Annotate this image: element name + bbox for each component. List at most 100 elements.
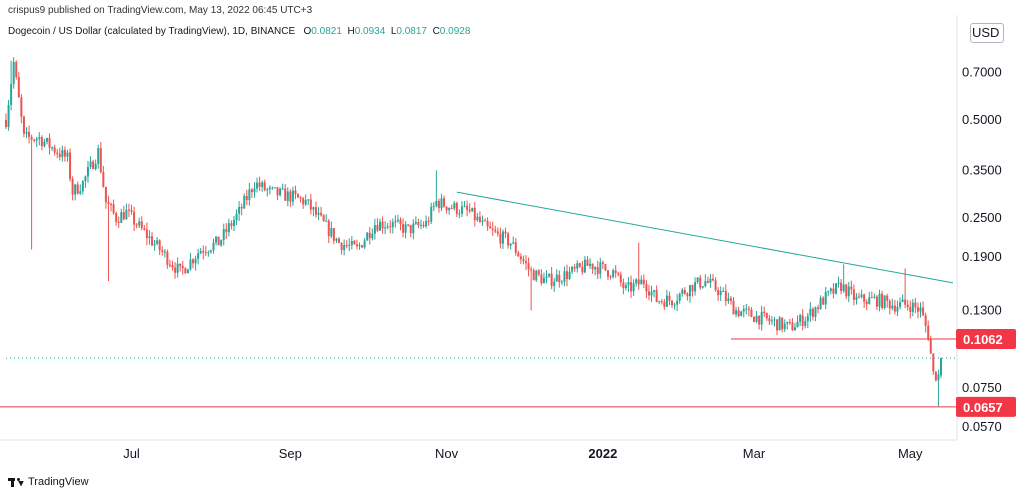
candle-body <box>161 250 164 253</box>
candle-body <box>174 267 177 273</box>
candle-body <box>737 310 740 317</box>
candle-body <box>517 252 520 257</box>
candle-body <box>204 252 207 254</box>
y-tick-label: 0.0750 <box>962 380 1002 395</box>
candle-body <box>906 304 909 308</box>
candle-body <box>850 286 853 290</box>
candle-body <box>40 137 43 147</box>
price-label-box <box>956 396 1016 417</box>
candle-body <box>555 274 558 282</box>
candle-body <box>263 182 266 191</box>
candle-body <box>542 277 545 284</box>
candle-body <box>630 282 633 292</box>
candle-body <box>138 221 141 226</box>
candle-body <box>286 191 289 201</box>
candle-body <box>604 264 607 271</box>
candle-body <box>509 243 512 246</box>
candle-body <box>637 279 640 285</box>
x-tick-label: 2022 <box>588 446 617 461</box>
y-axis: 0.7000 0.5000 0.3500 0.2500 0.1900 0.1300 0.07… <box>0 15 1002 441</box>
candle-body <box>799 315 802 322</box>
candle-body <box>422 224 425 227</box>
candle-body <box>248 189 251 200</box>
close-value: 0.0928 <box>439 26 471 37</box>
candle-body <box>583 259 586 273</box>
candle-body <box>758 315 761 325</box>
candle-body <box>832 288 835 294</box>
candle-body <box>678 293 681 301</box>
candle-body <box>368 232 371 239</box>
candle-body <box>391 222 394 228</box>
candle-body <box>888 300 891 309</box>
candle-body <box>717 289 720 296</box>
candle-body <box>791 322 794 331</box>
candle-body <box>863 294 866 302</box>
candle-body <box>25 132 28 134</box>
candle-body <box>837 282 840 284</box>
candle-body <box>904 299 907 305</box>
candle-body <box>10 84 13 105</box>
candle-body <box>550 273 553 286</box>
candle-body <box>753 316 755 322</box>
candle-body <box>786 321 789 324</box>
candle-body <box>220 240 223 246</box>
candle-body <box>317 212 320 215</box>
candle-body <box>909 307 912 312</box>
high-label: H <box>347 26 355 37</box>
candle-body <box>143 228 146 230</box>
candle-body <box>28 132 31 137</box>
candle-body <box>271 187 274 189</box>
candle-body <box>197 253 200 259</box>
candle-body <box>760 311 763 325</box>
candle-body <box>84 176 87 182</box>
candle-body <box>701 286 704 288</box>
x-tick-label: Mar <box>743 446 766 461</box>
candle-body <box>911 302 914 312</box>
candle-body <box>61 149 64 158</box>
candle-body <box>489 226 492 229</box>
candle-body <box>870 297 873 299</box>
candle-body <box>63 149 66 157</box>
candle-body <box>773 319 776 321</box>
candle-body <box>914 302 917 308</box>
y-tick-label: 0.5000 <box>962 112 1002 127</box>
candle-body <box>691 285 694 292</box>
candle-body <box>694 282 697 292</box>
candle-body <box>704 280 707 287</box>
candle-body <box>432 205 435 207</box>
candle-body <box>273 187 276 189</box>
candle-body <box>373 225 376 234</box>
published-line: crispus9 published on TradingView.com, M… <box>8 5 313 16</box>
candle-body <box>153 243 156 246</box>
candle-body <box>258 182 261 187</box>
candle-body <box>581 266 584 273</box>
candle-body <box>189 259 192 270</box>
brand-name: TradingView <box>28 476 89 488</box>
candle-body <box>478 216 481 222</box>
price-labels: 0.1062 0.0657 <box>956 329 1016 417</box>
candle-body <box>148 236 151 239</box>
candle-body <box>140 221 143 229</box>
currency-button[interactable] <box>970 23 1004 43</box>
candle-body <box>427 220 430 222</box>
candle-body <box>553 281 556 286</box>
candle-body <box>325 220 328 222</box>
candle-body <box>522 259 525 262</box>
candle-body <box>304 200 307 205</box>
candle-body <box>504 231 507 234</box>
candle-body <box>179 263 182 266</box>
candle-body <box>770 320 773 322</box>
candle-body <box>822 297 825 305</box>
candle-body <box>696 277 699 283</box>
candle-body <box>525 261 528 264</box>
x-tick-label: Sep <box>279 446 302 461</box>
candle-body <box>768 318 771 322</box>
low-value: 0.0817 <box>396 26 427 37</box>
candle-body <box>291 190 294 202</box>
candle-body <box>202 250 205 253</box>
tradingview-logo-icon <box>8 477 24 487</box>
candle-body <box>299 197 302 199</box>
candle-body <box>668 295 671 301</box>
candle-body <box>586 259 589 266</box>
